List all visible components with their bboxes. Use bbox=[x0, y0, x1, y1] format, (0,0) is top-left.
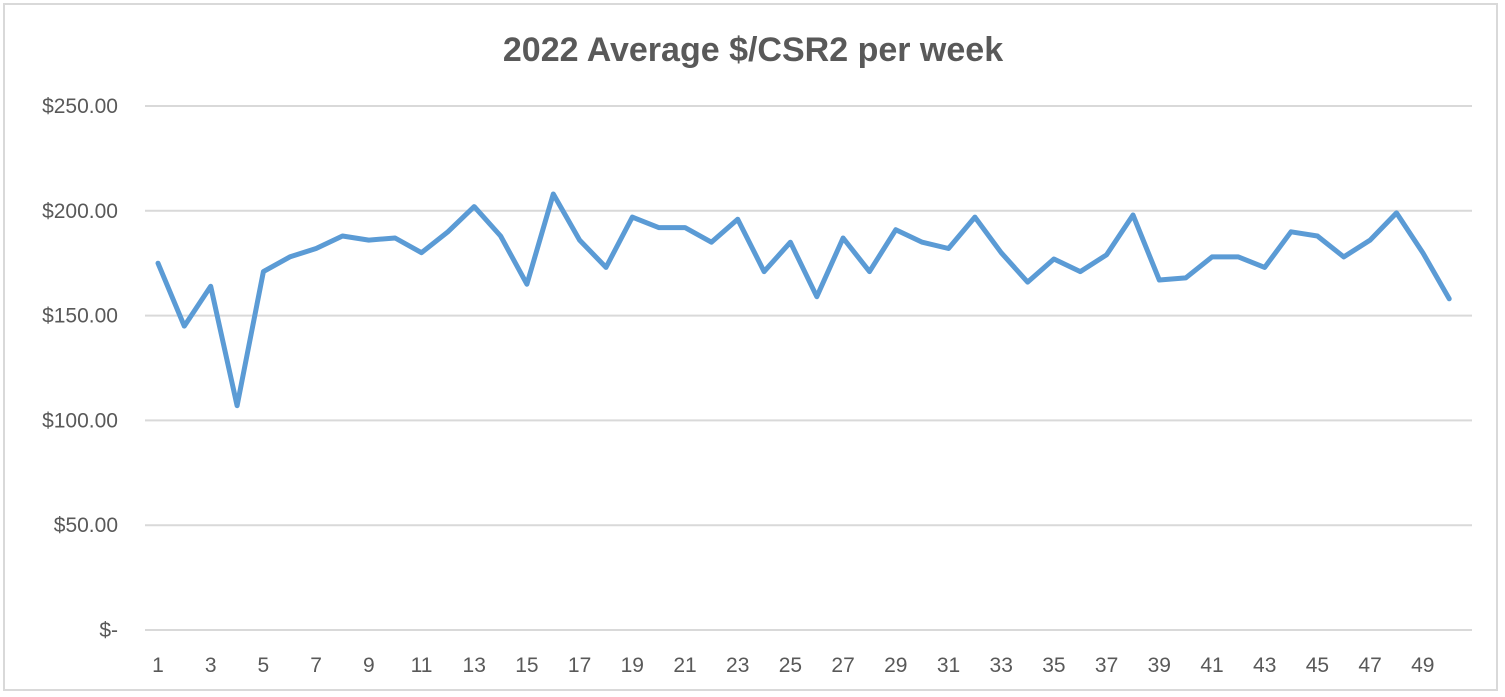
data-point bbox=[1157, 278, 1162, 282]
y-axis-labels: $- $50.00 $100.00 $150.00 $200.00 $250.00 bbox=[42, 95, 118, 642]
series-line bbox=[155, 191, 1452, 409]
x-tick-label: 19 bbox=[621, 654, 644, 677]
x-tick-label: 49 bbox=[1411, 654, 1434, 677]
data-point bbox=[656, 225, 661, 230]
x-tick-label: 41 bbox=[1200, 654, 1223, 677]
data-point bbox=[1078, 269, 1083, 274]
x-tick-label: 11 bbox=[411, 654, 433, 677]
data-point bbox=[735, 217, 740, 222]
x-tick-label: 33 bbox=[990, 654, 1013, 677]
data-point bbox=[683, 225, 687, 230]
x-tick-label: 25 bbox=[779, 654, 802, 677]
y-tick-label: $- bbox=[99, 619, 118, 642]
data-point bbox=[1289, 229, 1293, 234]
data-point bbox=[235, 403, 240, 408]
x-tick-label: 5 bbox=[258, 654, 270, 677]
x-axis-labels: 1 3 5 7 9 11 13 15 17 19 21 23 25 27 29 31 33 35 37 39 41 43 4… bbox=[152, 654, 1434, 677]
line-chart: 2022 Average $/CSR2 per week $- $50.00 $10… bbox=[42, 31, 1472, 677]
data-point bbox=[1025, 280, 1030, 285]
x-tick-label: 37 bbox=[1095, 654, 1118, 677]
data-point bbox=[498, 234, 503, 238]
data-point bbox=[208, 284, 213, 289]
data-point bbox=[1262, 265, 1267, 270]
data-point bbox=[393, 236, 398, 240]
data-point bbox=[972, 215, 977, 220]
x-tick-label: 1 bbox=[152, 654, 164, 677]
data-point bbox=[287, 254, 292, 259]
data-point bbox=[524, 282, 529, 287]
data-point bbox=[1183, 275, 1188, 280]
x-tick-label: 47 bbox=[1358, 654, 1381, 677]
series-layer bbox=[155, 191, 1452, 409]
data-point bbox=[893, 227, 898, 232]
data-point bbox=[814, 294, 819, 299]
y-tick-label: $150.00 bbox=[42, 305, 118, 328]
chart-frame: 2022 Average $/CSR2 per week $- $50.00 $10… bbox=[3, 3, 1498, 691]
data-point bbox=[867, 269, 872, 274]
x-tick-label: 35 bbox=[1042, 654, 1065, 677]
x-tick-label: 17 bbox=[568, 654, 591, 677]
x-tick-label: 45 bbox=[1306, 654, 1329, 677]
data-point bbox=[1104, 252, 1109, 257]
x-tick-label: 15 bbox=[515, 654, 538, 677]
data-point bbox=[709, 240, 714, 245]
x-tick-label: 7 bbox=[310, 654, 322, 677]
data-point bbox=[261, 269, 266, 274]
chart-title: 2022 Average $/CSR2 per week bbox=[503, 31, 1003, 69]
x-tick-label: 31 bbox=[937, 654, 960, 677]
data-point bbox=[788, 240, 793, 245]
x-tick-label: 27 bbox=[831, 654, 854, 677]
data-point bbox=[551, 192, 556, 196]
data-point bbox=[1394, 210, 1399, 215]
data-point bbox=[946, 246, 951, 251]
data-point bbox=[156, 261, 160, 266]
x-tick-label: 29 bbox=[884, 654, 907, 677]
data-point bbox=[366, 238, 371, 243]
data-point bbox=[1051, 257, 1056, 261]
gridlines bbox=[145, 105, 1472, 631]
data-point bbox=[630, 215, 635, 220]
data-point bbox=[419, 250, 424, 255]
x-tick-label: 39 bbox=[1148, 654, 1171, 677]
data-point bbox=[472, 204, 477, 209]
data-point bbox=[1210, 254, 1214, 259]
y-tick-label: $100.00 bbox=[42, 409, 118, 432]
data-point bbox=[1368, 238, 1373, 243]
x-tick-label: 23 bbox=[726, 654, 749, 677]
y-tick-label: $200.00 bbox=[42, 200, 118, 223]
y-tick-label: $50.00 bbox=[54, 514, 118, 537]
data-point bbox=[604, 265, 608, 270]
data-point bbox=[920, 240, 925, 245]
data-point bbox=[445, 229, 450, 234]
data-point bbox=[1341, 254, 1346, 259]
data-point bbox=[1236, 254, 1241, 259]
data-point bbox=[182, 324, 187, 329]
y-tick-label: $250.00 bbox=[42, 95, 118, 118]
x-tick-label: 13 bbox=[463, 654, 486, 677]
x-tick-label: 9 bbox=[363, 654, 375, 677]
data-point bbox=[1420, 250, 1425, 255]
data-point bbox=[1131, 213, 1135, 217]
data-point bbox=[1447, 296, 1452, 301]
data-point bbox=[340, 234, 345, 238]
x-tick-label: 43 bbox=[1253, 654, 1276, 677]
x-tick-label: 21 bbox=[673, 654, 696, 677]
data-point bbox=[762, 269, 767, 274]
data-point bbox=[314, 246, 319, 251]
x-tick-label: 3 bbox=[205, 654, 217, 677]
data-point bbox=[1315, 234, 1320, 238]
data-point bbox=[841, 236, 846, 240]
data-point bbox=[999, 250, 1004, 255]
data-point bbox=[577, 238, 582, 243]
